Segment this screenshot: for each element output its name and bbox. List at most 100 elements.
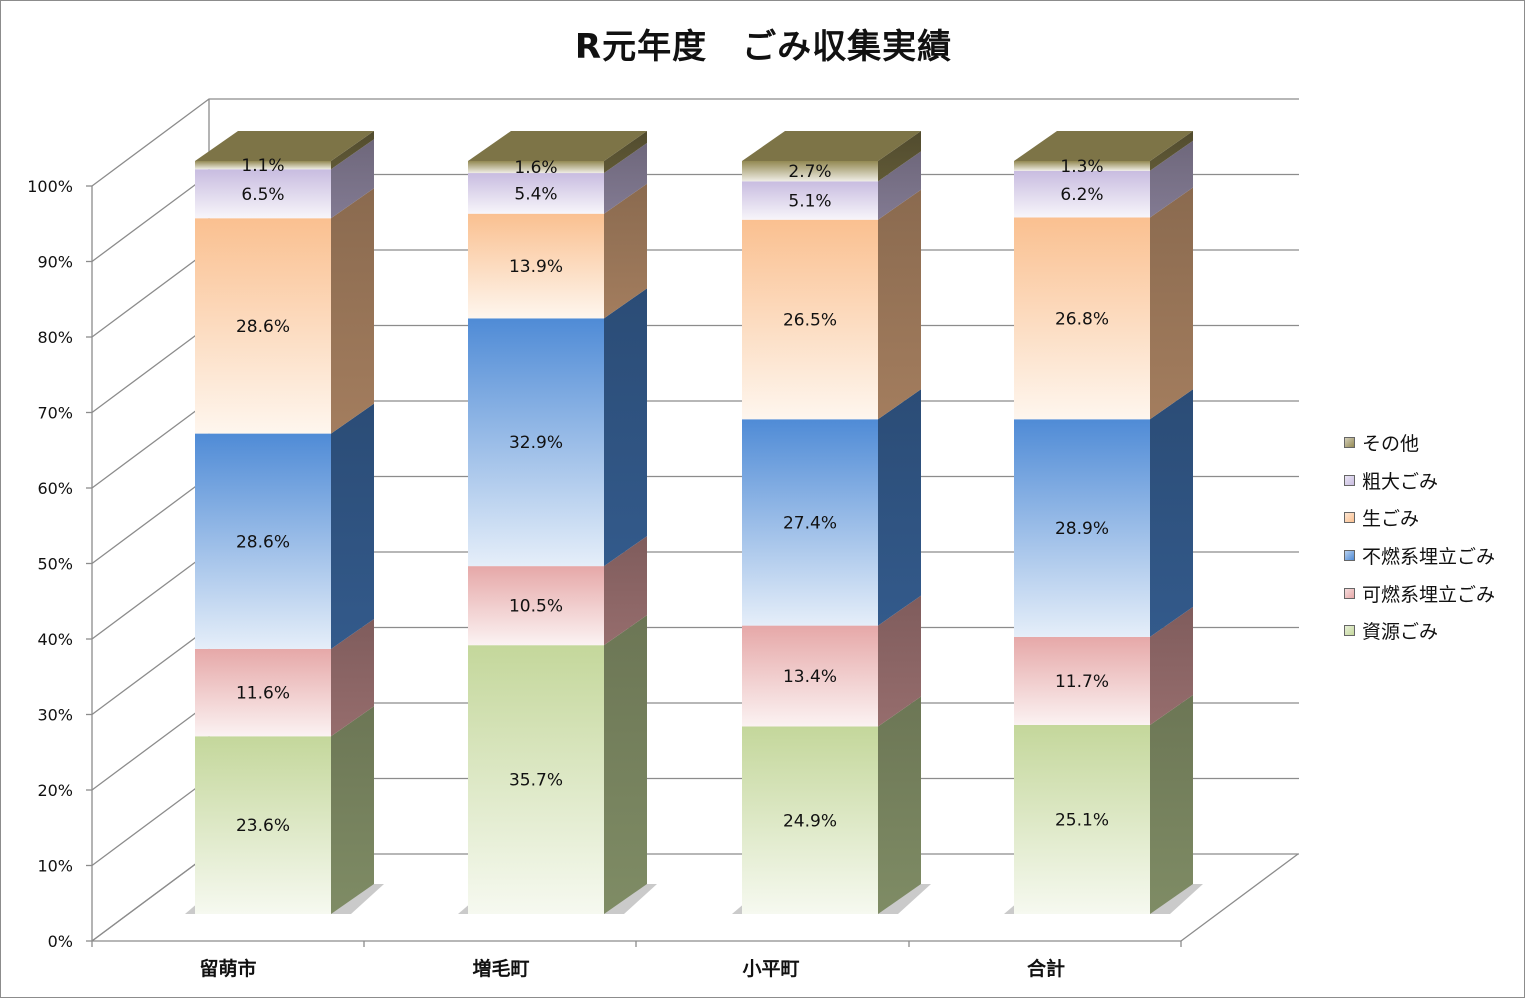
y-tick-label: 30% [37, 706, 73, 725]
legend-item: 資源ごみ [1344, 612, 1495, 650]
bar-segment [742, 181, 878, 220]
bar-segment [468, 645, 604, 914]
y-tick-label: 50% [37, 555, 73, 574]
bar-segment-side [604, 143, 647, 214]
y-tick-label: 60% [37, 479, 73, 498]
bar-segment-side [604, 183, 647, 319]
bar-segment [742, 625, 878, 727]
bar-segment-side [878, 595, 921, 727]
bar-top [1014, 131, 1193, 161]
bar-segment [1014, 724, 1150, 914]
x-tick-label: 増毛町 [472, 957, 529, 980]
legend-swatch [1344, 550, 1355, 562]
data-label: 28.6% [236, 532, 290, 552]
y-tick-label: 40% [37, 630, 73, 649]
data-label: 28.6% [236, 317, 290, 337]
data-label: 1.3% [1060, 157, 1103, 177]
y-tick-label: 100% [27, 177, 73, 196]
bar-segment [742, 419, 878, 626]
legend-item: 不燃系埋立ごみ [1344, 537, 1495, 575]
bar-top [742, 131, 921, 161]
bar-segment [1014, 170, 1150, 218]
data-label: 24.9% [783, 811, 837, 831]
bar-segment-side [878, 189, 921, 420]
legend-label: 資源ごみ [1362, 621, 1439, 644]
gridline [91, 98, 1299, 187]
bar-segment-side [878, 389, 921, 626]
bar-segment [1014, 419, 1150, 637]
legend-label: 生ごみ [1362, 508, 1420, 531]
bar-segment-side [331, 403, 374, 649]
data-label: 13.9% [509, 257, 563, 277]
legend-swatch [1344, 587, 1355, 599]
legend-label: 粗大ごみ [1362, 470, 1439, 493]
bar-segment [742, 219, 878, 420]
legend-swatch [1344, 474, 1355, 486]
bar-segment [195, 169, 331, 219]
bar-segment-side [1150, 187, 1193, 420]
data-label: 35.7% [509, 771, 563, 791]
data-label: 32.9% [509, 433, 563, 453]
legend-item: 生ごみ [1344, 499, 1495, 537]
bar-segment [195, 648, 331, 737]
legend-swatch [1344, 437, 1355, 449]
bar-segment-side [1150, 131, 1193, 171]
data-label: 2.7% [788, 162, 831, 182]
bar-segment-side [604, 131, 647, 174]
bar-segment-side [604, 288, 647, 567]
bar-segment [742, 726, 878, 914]
bar-segment-side [331, 131, 374, 170]
bar-segment-side [1150, 140, 1193, 218]
bar-segment-side [604, 536, 647, 646]
y-tick-label: 0% [48, 932, 73, 951]
data-label: 6.5% [241, 185, 284, 205]
x-tick-label: 小平町 [742, 958, 799, 980]
bar-segment-side [878, 151, 921, 220]
chart-title: R元年度 ごみ収集実績 [574, 27, 953, 67]
bar-segment-side [1150, 389, 1193, 637]
bar-segment [468, 173, 604, 214]
data-label: 5.4% [514, 184, 557, 204]
y-tick-label: 20% [37, 781, 73, 800]
data-label: 6.2% [1060, 185, 1103, 205]
legend-label: 不燃系埋立ごみ [1362, 546, 1496, 569]
data-label: 1.1% [241, 156, 284, 176]
bar-segment [1014, 217, 1150, 420]
data-label: 11.7% [1055, 672, 1109, 692]
y-tick-label: 90% [37, 253, 73, 272]
bar-segment-side [878, 696, 921, 914]
data-label: 26.5% [783, 311, 837, 331]
y-tick-label: 10% [37, 857, 73, 876]
bar-segment-side [331, 188, 374, 434]
bar-segment [742, 161, 878, 182]
legend-item: 可燃系埋立ごみ [1344, 574, 1495, 612]
legend: その他粗大ごみ生ごみ不燃系埋立ごみ可燃系埋立ごみ資源ごみ [1344, 424, 1495, 650]
data-label: 5.1% [788, 192, 831, 212]
bar-segment-side [331, 706, 374, 914]
bar-top [468, 131, 647, 161]
bar-segment [1014, 636, 1150, 725]
data-label: 10.5% [509, 597, 563, 617]
bar-top [195, 131, 374, 161]
data-label: 1.6% [514, 158, 557, 178]
bar-segment [195, 218, 331, 434]
bar-segment [468, 161, 604, 174]
legend-label: その他 [1362, 433, 1420, 456]
bar-segment [195, 161, 331, 170]
x-tick-label: 合計 [1027, 957, 1065, 980]
data-label: 11.6% [236, 684, 290, 704]
bar-segment-side [604, 615, 647, 914]
data-label: 27.4% [783, 513, 837, 533]
data-label: 25.1% [1055, 810, 1109, 830]
bar-segment-side [331, 618, 374, 737]
bar-segment-side [1150, 694, 1193, 914]
bar-segment [468, 213, 604, 319]
legend-swatch [1344, 512, 1355, 524]
bar-segment [1014, 161, 1150, 171]
y-tick-label: 80% [37, 328, 73, 347]
bar-segment [468, 318, 604, 567]
data-label: 13.4% [783, 667, 837, 687]
y-tick-label: 70% [37, 404, 73, 423]
